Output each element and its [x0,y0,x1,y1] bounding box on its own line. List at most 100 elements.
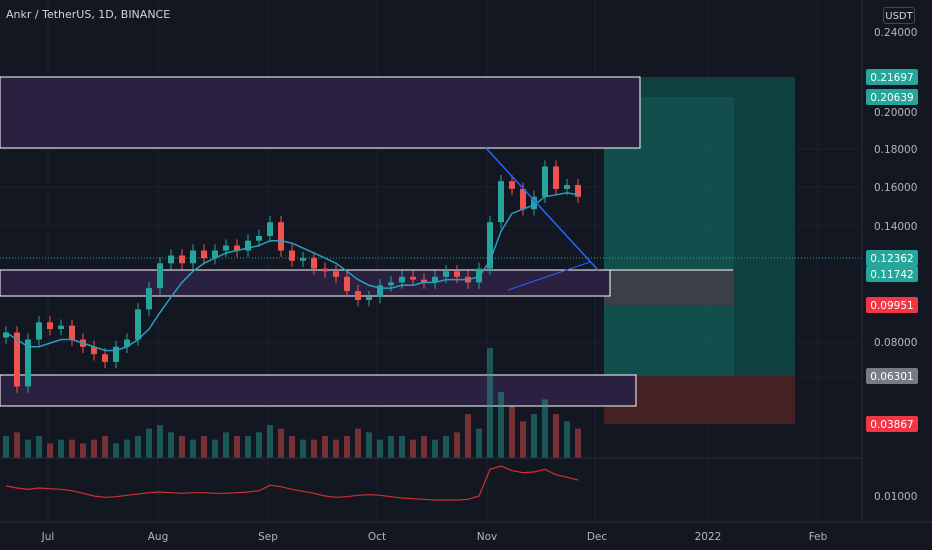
volume-bar [509,406,515,458]
volume-bar [135,436,141,458]
price-label-text: 0.09951 [870,300,913,312]
volume-bar [289,436,295,458]
volume-bar [520,421,526,458]
price-label-text: 0.11742 [870,269,913,281]
candle-body [399,276,405,283]
candle-body [421,279,427,283]
x-tick-label: Nov [477,531,498,543]
candle-body [146,288,152,310]
volume-bar [3,436,9,458]
candle-body [311,258,317,269]
candle-body [333,271,339,277]
candle-body [564,185,570,189]
candle-body [223,245,229,251]
volume-bar [234,436,240,458]
x-tick-label: Sep [258,531,278,543]
candle-body [157,263,163,289]
volume-bar [190,439,196,458]
x-tick-label: Feb [809,531,828,543]
price-label-target-2 [866,69,918,85]
price-label-text: 0.06301 [870,371,913,383]
candle-body [432,276,438,283]
x-tick-label: Aug [148,531,169,543]
candle-body [542,166,548,197]
price-label-level [866,368,918,384]
y-tick-label: 0.08000 [874,337,917,349]
x-tick-label: Jul [41,531,55,543]
candle-body [267,222,273,236]
indicator-tick-label: 0.01000 [874,491,917,503]
price-label-entry [866,266,918,282]
volume-bar [564,421,570,458]
volume-bar [25,439,31,458]
candle-body [201,250,207,259]
candle-body [25,339,31,387]
descending-trendline [485,147,599,271]
volume-bar [410,439,416,458]
price-label-text: 0.21697 [870,72,913,84]
candle-body [366,297,372,301]
volume-bar [36,436,42,458]
volume-bar [476,428,482,458]
candle-body [520,188,526,210]
support-zone [0,269,611,297]
volume-bar [421,436,427,458]
volume-bar [322,436,328,458]
volume-bar [366,432,372,458]
y-tick-label: 0.24000 [874,27,917,39]
chart-title: Ankr / TetherUS, 1D, BINANCE [6,8,171,21]
volume-bar [531,414,537,458]
volume-bar [542,399,548,458]
volume-bar [300,439,306,458]
price-label-text: 0.03867 [870,419,913,431]
volume-bar [443,436,449,458]
volume-bar [179,436,185,458]
price-label-stop [866,416,918,432]
candle-body [14,332,20,387]
volume-bar [14,432,20,458]
candle-body [454,271,460,277]
entry-zone-box [604,270,734,305]
x-tick-label: Dec [587,531,608,543]
volume-bar [168,432,174,458]
candle-body [300,258,306,261]
volume-bar [212,439,218,458]
y-tick-label: 0.20000 [874,107,917,119]
currency-unit-button[interactable]: USDT [883,7,915,24]
candle-body [289,250,295,261]
volume-bar [278,428,284,458]
candle-body [509,181,515,189]
volume-bar [69,439,75,458]
volume-bar [311,439,317,458]
candle-body [344,276,350,292]
candle-body [135,309,141,340]
y-tick-label: 0.16000 [874,182,917,194]
candle-body [388,282,394,286]
volume-bar [102,436,108,458]
volume-bar [432,439,438,458]
volume-bar [575,428,581,458]
moving-average-line [5,192,579,352]
volume-bar [399,436,405,458]
candle-body [212,250,218,259]
candle-body [234,245,240,251]
volume-bar [245,436,251,458]
candle-body [102,354,108,362]
price-label-last-price [866,250,918,266]
volume-bar [465,414,471,458]
x-tick-label: 2022 [695,531,722,543]
volume-bar [355,428,361,458]
candle-body [47,322,53,330]
volume-bar [553,414,559,458]
indicator-line [5,465,579,501]
candle-body [124,339,130,347]
candle-body [256,235,262,241]
volume-bar [157,425,163,458]
candle-body [190,250,196,264]
y-tick-label: 0.18000 [874,144,917,156]
price-label-level [866,297,918,313]
y-tick-label: 0.14000 [874,221,917,233]
candle-body [245,240,251,251]
candle-body [575,185,581,197]
